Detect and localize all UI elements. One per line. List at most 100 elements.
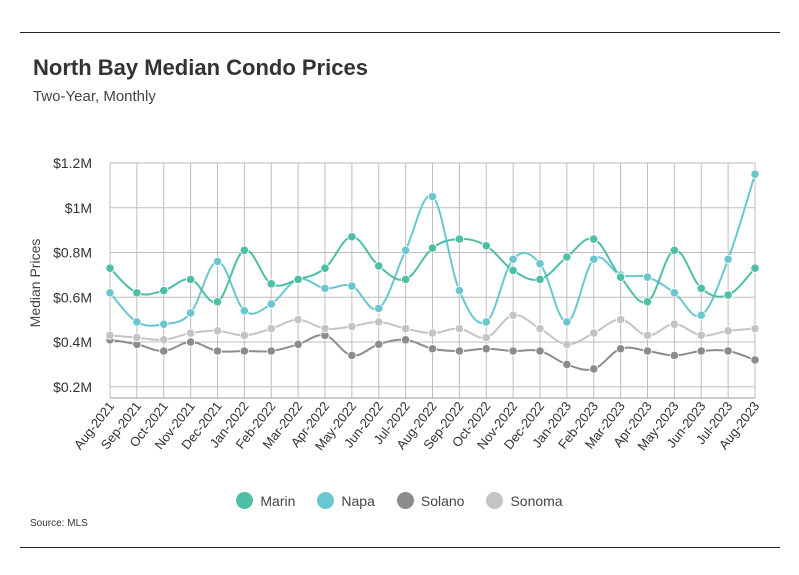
point-sonoma-12 bbox=[427, 328, 438, 338]
y-tick-label: $0.8M bbox=[53, 245, 92, 261]
y-axis-ticks: $0.2M $0.4M $0.6M $0.8M $1M $1.2M bbox=[53, 155, 92, 395]
y-tick-label: $0.6M bbox=[53, 289, 92, 305]
point-sonoma-16 bbox=[535, 324, 545, 334]
point-marin-12 bbox=[427, 243, 438, 253]
point-solano-14 bbox=[481, 344, 491, 354]
point-napa-6 bbox=[266, 299, 276, 309]
point-marin-24 bbox=[750, 263, 760, 273]
series-points bbox=[105, 169, 760, 374]
point-marin-13 bbox=[454, 234, 464, 244]
point-marin-15 bbox=[508, 265, 518, 276]
point-marin-16 bbox=[535, 274, 545, 284]
point-solano-11 bbox=[401, 335, 411, 345]
point-napa-5 bbox=[239, 306, 249, 316]
point-sonoma-15 bbox=[508, 310, 518, 320]
legend-label-solano: Solano bbox=[420, 492, 465, 509]
point-solano-17 bbox=[562, 359, 572, 370]
point-sonoma-17 bbox=[562, 339, 572, 349]
legend-swatch-napa bbox=[317, 492, 335, 509]
point-solano-5 bbox=[239, 346, 249, 356]
point-napa-20 bbox=[642, 272, 653, 282]
point-napa-14 bbox=[481, 317, 491, 327]
point-napa-2 bbox=[159, 319, 169, 329]
point-solano-10 bbox=[374, 339, 384, 349]
point-marin-3 bbox=[186, 274, 196, 284]
point-marin-6 bbox=[266, 279, 276, 289]
point-napa-22 bbox=[696, 310, 706, 320]
point-solano-2 bbox=[159, 346, 169, 356]
point-marin-1 bbox=[132, 288, 142, 298]
point-napa-3 bbox=[186, 308, 196, 318]
point-napa-13 bbox=[454, 285, 464, 296]
point-marin-23 bbox=[723, 290, 733, 300]
point-marin-11 bbox=[401, 274, 411, 284]
point-sonoma-7 bbox=[293, 315, 303, 325]
point-sonoma-19 bbox=[616, 315, 626, 325]
point-marin-0 bbox=[105, 263, 115, 273]
legend-item-sonoma: Sonoma bbox=[486, 492, 563, 509]
point-marin-8 bbox=[320, 263, 330, 273]
point-sonoma-24 bbox=[750, 324, 760, 334]
point-sonoma-23 bbox=[723, 326, 733, 336]
point-sonoma-6 bbox=[266, 324, 276, 334]
chart-title: North Bay Median Condo Prices bbox=[33, 55, 368, 80]
point-sonoma-2 bbox=[159, 335, 169, 345]
point-solano-15 bbox=[508, 346, 518, 356]
point-marin-7 bbox=[293, 274, 303, 284]
legend-swatch-marin bbox=[236, 492, 254, 509]
point-sonoma-9 bbox=[347, 321, 357, 331]
point-solano-18 bbox=[589, 364, 599, 374]
point-solano-16 bbox=[535, 346, 545, 356]
point-napa-1 bbox=[132, 317, 142, 327]
top-rule bbox=[20, 32, 780, 33]
point-sonoma-20 bbox=[642, 330, 653, 340]
point-marin-5 bbox=[239, 245, 249, 255]
point-marin-2 bbox=[159, 285, 169, 296]
point-solano-20 bbox=[642, 346, 653, 356]
point-napa-24 bbox=[750, 169, 760, 179]
legend-item-marin: Marin bbox=[236, 492, 295, 509]
point-solano-24 bbox=[750, 355, 760, 365]
point-sonoma-18 bbox=[589, 328, 599, 338]
point-marin-18 bbox=[589, 234, 599, 244]
legend-item-napa: Napa bbox=[317, 492, 375, 509]
point-sonoma-5 bbox=[239, 330, 249, 340]
point-solano-4 bbox=[212, 346, 223, 356]
y-tick-label: $0.2M bbox=[53, 379, 92, 395]
point-napa-16 bbox=[535, 259, 545, 269]
legend-label-napa: Napa bbox=[341, 492, 375, 509]
point-marin-14 bbox=[481, 241, 491, 251]
legend-swatch-sonoma bbox=[486, 492, 504, 509]
point-sonoma-21 bbox=[669, 319, 679, 329]
point-solano-3 bbox=[186, 337, 196, 347]
point-sonoma-0 bbox=[105, 330, 115, 340]
point-marin-9 bbox=[347, 232, 357, 242]
y-axis-label: Median Prices bbox=[27, 239, 43, 328]
point-marin-10 bbox=[374, 261, 384, 271]
point-napa-11 bbox=[401, 245, 411, 255]
legend: Marin Napa Solano Sonoma bbox=[0, 492, 799, 509]
point-napa-17 bbox=[562, 317, 572, 327]
point-napa-23 bbox=[723, 254, 733, 264]
source-note: Source: MLS bbox=[30, 518, 88, 529]
legend-label-sonoma: Sonoma bbox=[510, 492, 563, 509]
point-sonoma-14 bbox=[481, 332, 491, 343]
point-marin-20 bbox=[642, 297, 653, 307]
point-napa-4 bbox=[212, 256, 223, 267]
point-sonoma-3 bbox=[186, 328, 196, 338]
point-napa-9 bbox=[347, 281, 357, 291]
point-solano-9 bbox=[347, 350, 357, 361]
point-marin-4 bbox=[212, 297, 223, 307]
y-tick-label: $0.4M bbox=[53, 334, 92, 350]
point-sonoma-11 bbox=[401, 324, 411, 334]
point-sonoma-10 bbox=[374, 317, 384, 327]
point-solano-12 bbox=[427, 344, 438, 354]
point-solano-23 bbox=[723, 346, 733, 356]
point-napa-12 bbox=[427, 191, 438, 202]
point-solano-19 bbox=[616, 344, 626, 354]
point-solano-7 bbox=[293, 339, 303, 349]
chart-subtitle: Two-Year, Monthly bbox=[33, 88, 156, 105]
point-marin-17 bbox=[562, 252, 572, 262]
point-napa-10 bbox=[374, 303, 384, 314]
